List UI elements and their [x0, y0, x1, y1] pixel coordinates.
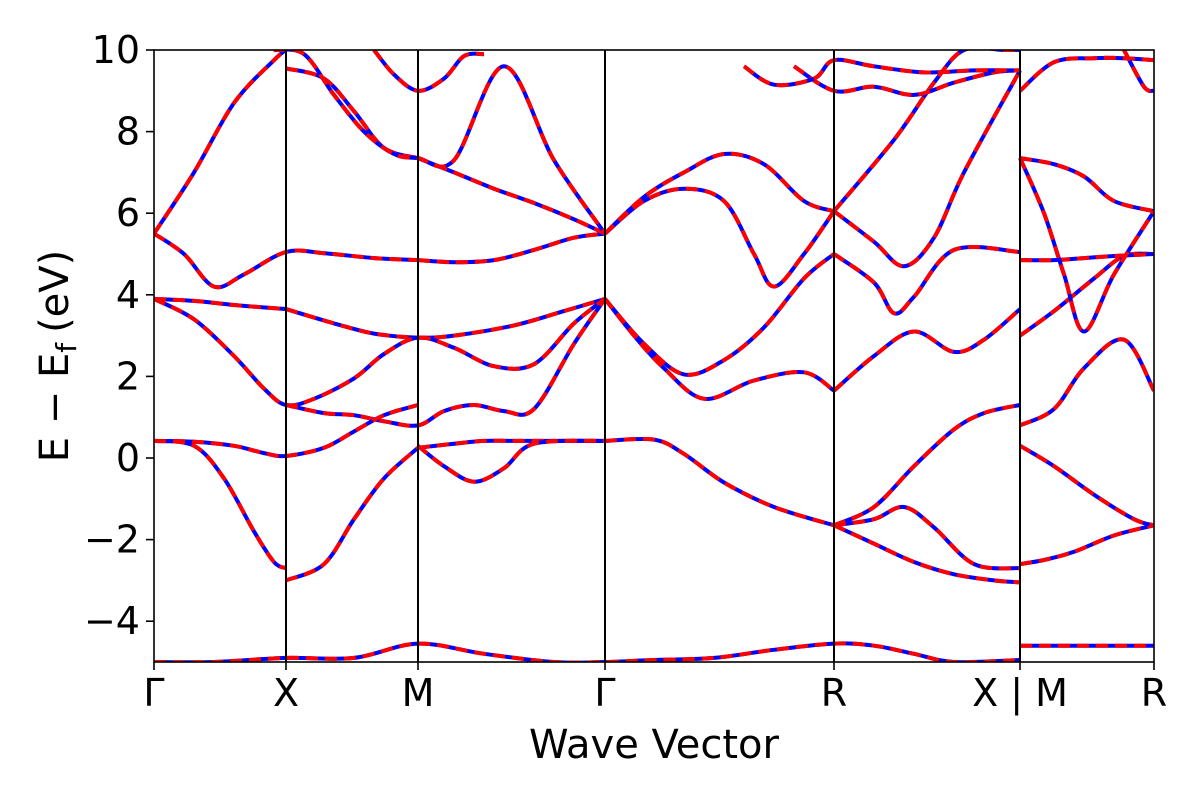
- y-tick-label: 6: [116, 191, 140, 235]
- x-tick-label: X: [273, 671, 299, 715]
- y-tick-label: −2: [84, 518, 140, 562]
- band-line-red-0: [154, 231, 419, 290]
- band-line-blue-15: [603, 151, 835, 236]
- band-line-blue-3: [285, 296, 606, 340]
- band-line-blue-12: [603, 297, 836, 401]
- band-line-blue-11: [604, 436, 835, 528]
- band-line-blue-16: [154, 50, 288, 235]
- band-line-red-13: [603, 252, 836, 377]
- band-line-blue-26: [832, 69, 1022, 269]
- x-tick-label: R: [1141, 671, 1167, 715]
- x-ticks: Γ X M Γ R X | M R: [143, 662, 1167, 716]
- band-line-red-16: [154, 50, 288, 235]
- band-line-red-35: [1019, 156, 1154, 214]
- band-line-red-32: [1019, 337, 1154, 428]
- band-line-blue-4: [154, 297, 607, 408]
- y-axis-label: E − Ef (eV): [32, 250, 83, 463]
- band-line-blue-40: [154, 641, 1021, 662]
- y-tick-label: 8: [116, 110, 140, 154]
- band-line-red-33: [1018, 251, 1154, 338]
- kpoint-dividers: [285, 50, 1021, 662]
- band-line-red-23: [833, 523, 1021, 585]
- band-line-red-2: [154, 296, 287, 312]
- band-line-red-20: [372, 50, 485, 93]
- band-line-red-24: [832, 307, 1022, 393]
- band-line-red-34: [1019, 252, 1154, 263]
- band-line-red-1: [417, 231, 606, 265]
- band-line-red-29: [742, 57, 1021, 88]
- plot-frame: [153, 49, 1155, 663]
- x-tick-label: Γ: [143, 671, 164, 715]
- band-line-blue-7: [154, 438, 287, 571]
- band-line-red-17: [285, 66, 419, 161]
- band-line-red-31: [1018, 444, 1154, 528]
- band-line-red-36: [1018, 157, 1154, 334]
- band-line-blue-23: [833, 523, 1021, 585]
- band-line-red-19: [273, 50, 607, 235]
- band-line-blue-13: [603, 252, 836, 377]
- band-line-blue-10: [416, 438, 606, 484]
- band-lines: [154, 50, 1154, 662]
- band-line-red-4: [154, 297, 607, 408]
- band-line-blue-21: [833, 504, 1021, 571]
- band-line-blue-8: [285, 446, 420, 583]
- band-line-red-38: [1122, 50, 1154, 94]
- band-line-red-7: [154, 438, 287, 571]
- band-line-red-14: [603, 186, 836, 289]
- band-line-red-27: [832, 50, 1020, 213]
- band-line-red-22: [833, 403, 1021, 528]
- y-axis-label-subscript: f: [50, 342, 83, 353]
- x-tick-label: X | M: [972, 671, 1068, 716]
- x-tick-label: M: [402, 671, 435, 715]
- band-line-red-26: [832, 69, 1022, 269]
- band-line-red-25: [832, 245, 1021, 316]
- band-line-red-11: [604, 436, 835, 528]
- y-ticks: −4 −2 0 2 4 6 8 10: [84, 28, 154, 643]
- band-line-red-18: [417, 156, 606, 236]
- y-tick-label: 2: [116, 354, 140, 398]
- band-line-red-3: [285, 296, 606, 340]
- band-line-blue-30: [1019, 523, 1154, 567]
- band-line-red-5: [285, 297, 607, 428]
- band-line-blue-22: [833, 403, 1021, 528]
- y-tick-label: 10: [92, 28, 140, 72]
- y-tick-label: 4: [116, 273, 140, 317]
- y-axis-label-unit: (eV): [32, 250, 78, 333]
- x-axis-label: Wave Vector: [529, 722, 780, 768]
- band-line-blue-24: [832, 307, 1022, 393]
- y-tick-label: 0: [116, 436, 140, 480]
- band-line-blue-5: [285, 297, 607, 428]
- y-axis-label-main: E − E: [32, 353, 78, 463]
- band-line-red-10: [416, 438, 606, 484]
- band-line-red-15: [603, 151, 835, 236]
- x-tick-label: R: [821, 671, 847, 715]
- band-line-red-8: [285, 446, 420, 583]
- band-line-blue-17: [285, 66, 419, 161]
- band-line-red-12: [603, 297, 836, 401]
- band-line-blue-29: [742, 57, 1021, 88]
- x-tick-label: Γ: [594, 671, 615, 715]
- band-line-red-37: [1018, 55, 1154, 93]
- y-tick-label: −4: [84, 599, 140, 643]
